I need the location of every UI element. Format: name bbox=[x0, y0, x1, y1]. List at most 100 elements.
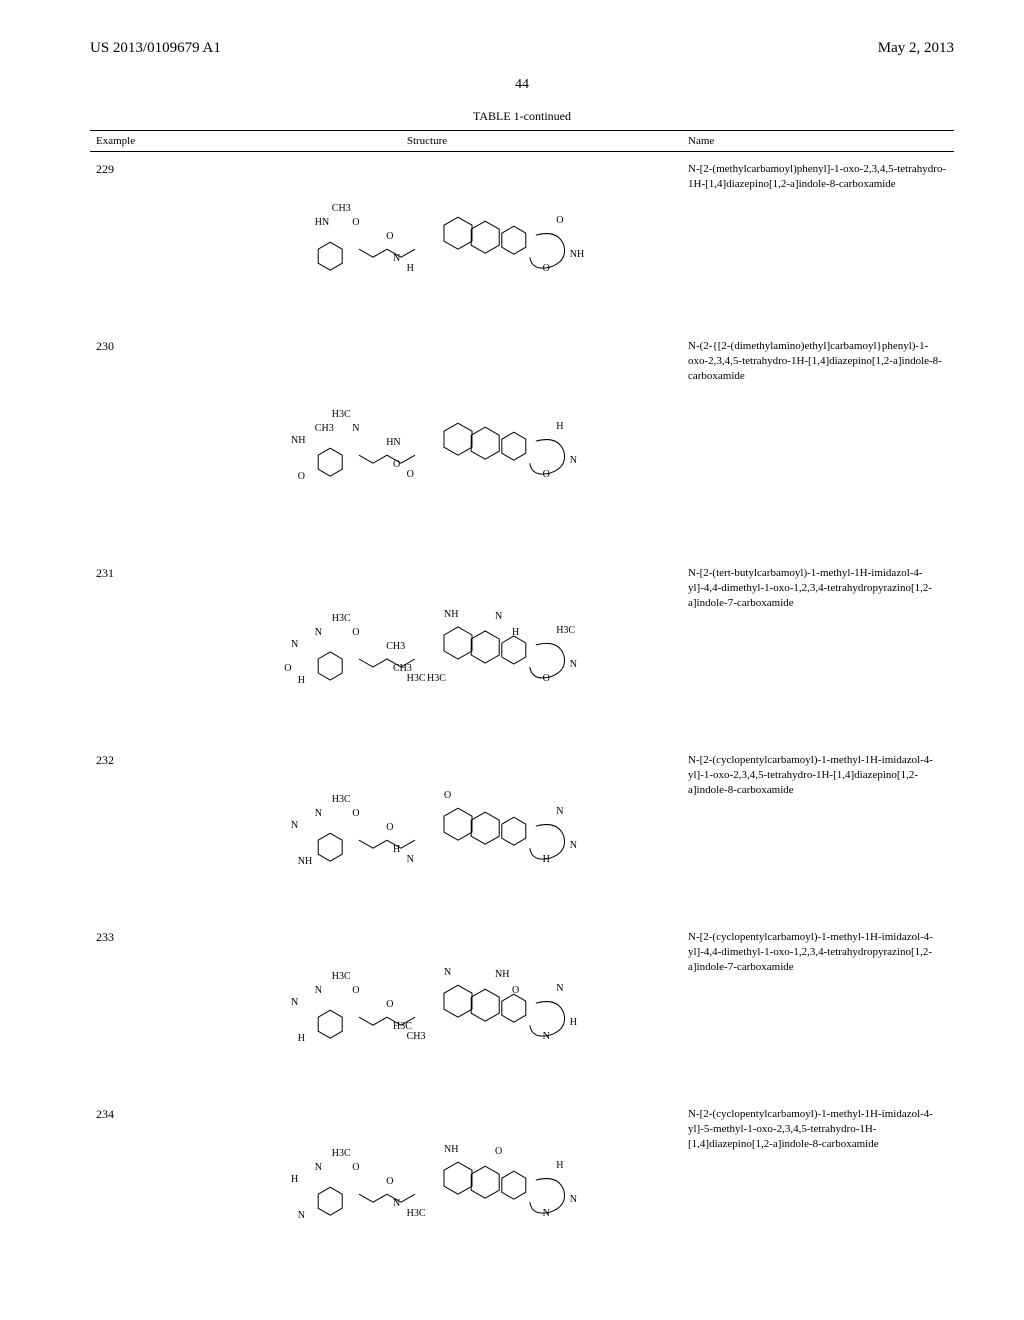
compound-name: N-[2-(cyclopentylcarbamoyl)-1-methyl-1H-… bbox=[682, 743, 954, 920]
svg-text:N: N bbox=[407, 854, 414, 865]
example-number: 232 bbox=[90, 743, 172, 920]
compound-name: N-[2-(cyclopentylcarbamoyl)-1-methyl-1H-… bbox=[682, 1097, 954, 1274]
svg-text:N: N bbox=[393, 1198, 400, 1209]
svg-text:O: O bbox=[352, 1162, 359, 1173]
compound-name: N-(2-{[2-(dimethylamino)ethyl]carbamoyl}… bbox=[682, 329, 954, 556]
compound-name: N-[2-(tert-butylcarbamoyl)-1-methyl-1H-i… bbox=[682, 556, 954, 743]
table-row: 231H3CNOCH3H3CCH3H3CNONHNHNHH3CON-[2-(te… bbox=[90, 556, 954, 743]
example-number: 229 bbox=[90, 152, 172, 330]
structure-cell: H3CNOOH3CNHNNHNNHO bbox=[172, 1097, 682, 1274]
structure-cell: H3CNOOCH3H3CNHNNHNNHO bbox=[172, 920, 682, 1097]
svg-text:NH: NH bbox=[298, 856, 312, 867]
svg-text:N: N bbox=[570, 1194, 577, 1205]
svg-text:O: O bbox=[386, 999, 393, 1010]
svg-text:O: O bbox=[298, 471, 305, 482]
svg-text:O: O bbox=[556, 215, 563, 226]
svg-text:N: N bbox=[570, 840, 577, 851]
svg-text:O: O bbox=[512, 985, 519, 996]
svg-text:N: N bbox=[570, 659, 577, 670]
svg-text:N: N bbox=[315, 627, 322, 638]
compound-name: N-[2-(cyclopentylcarbamoyl)-1-methyl-1H-… bbox=[682, 920, 954, 1097]
application-number: US 2013/0109679 A1 bbox=[90, 40, 221, 57]
svg-text:NH: NH bbox=[495, 969, 509, 980]
svg-text:N: N bbox=[352, 423, 359, 434]
svg-text:O: O bbox=[386, 1176, 393, 1187]
structure-cell: H3CNOCH3H3CCH3H3CNONHNHNHH3CO bbox=[172, 556, 682, 743]
publication-date: May 2, 2013 bbox=[878, 40, 954, 57]
svg-text:H: H bbox=[407, 263, 414, 274]
svg-text:O: O bbox=[386, 822, 393, 833]
svg-text:O: O bbox=[543, 263, 550, 274]
svg-text:N: N bbox=[315, 1162, 322, 1173]
svg-text:N: N bbox=[393, 253, 400, 264]
structure-cell: H3CNOONHNNHNNHO bbox=[172, 743, 682, 920]
table-body: 229CH3HNOOHNONHON-[2-(methylcarbamoyl)ph… bbox=[90, 152, 954, 1275]
svg-text:H: H bbox=[393, 844, 400, 855]
svg-text:N: N bbox=[315, 985, 322, 996]
svg-text:O: O bbox=[352, 217, 359, 228]
svg-text:H3C: H3C bbox=[556, 625, 575, 636]
svg-text:H3C: H3C bbox=[332, 794, 351, 805]
svg-text:N: N bbox=[570, 455, 577, 466]
svg-text:HN: HN bbox=[386, 437, 400, 448]
svg-text:CH3: CH3 bbox=[315, 423, 334, 434]
col-header-structure: Structure bbox=[172, 131, 682, 152]
svg-text:H3C: H3C bbox=[407, 673, 426, 684]
svg-text:NH: NH bbox=[291, 435, 305, 446]
svg-text:N: N bbox=[495, 611, 502, 622]
chemical-structure: H3CNOOCH3H3CNHNNHNNHO bbox=[257, 930, 597, 1070]
svg-text:H3C: H3C bbox=[332, 1148, 351, 1159]
svg-text:O: O bbox=[543, 673, 550, 684]
compound-name: N-[2-(methylcarbamoyl)phenyl]-1-oxo-2,3,… bbox=[682, 152, 954, 330]
chemical-structure: H3CCH3NHNOOHNONHO bbox=[257, 339, 597, 529]
chemical-structure: H3CNOOH3CNHNNHNNHO bbox=[257, 1107, 597, 1247]
svg-text:CH3: CH3 bbox=[332, 203, 351, 214]
example-number: 231 bbox=[90, 556, 172, 743]
svg-text:O: O bbox=[407, 469, 414, 480]
svg-text:H3C: H3C bbox=[427, 673, 446, 684]
col-header-example: Example bbox=[90, 131, 172, 152]
page-number: 44 bbox=[90, 77, 954, 93]
svg-text:O: O bbox=[284, 663, 291, 674]
svg-text:O: O bbox=[386, 231, 393, 242]
table-caption: TABLE 1-continued bbox=[90, 109, 954, 124]
table-header-row: Example Structure Name bbox=[90, 131, 954, 152]
col-header-name: Name bbox=[682, 131, 954, 152]
svg-text:N: N bbox=[291, 820, 298, 831]
svg-text:H3C: H3C bbox=[332, 613, 351, 624]
svg-text:H: H bbox=[556, 421, 563, 432]
page-header: US 2013/0109679 A1 May 2, 2013 bbox=[90, 40, 954, 57]
svg-text:O: O bbox=[352, 985, 359, 996]
svg-text:O: O bbox=[444, 790, 451, 801]
structure-cell: H3CCH3NHNOOHNONHO bbox=[172, 329, 682, 556]
example-number: 230 bbox=[90, 329, 172, 556]
svg-text:NH: NH bbox=[444, 1144, 458, 1155]
svg-text:H: H bbox=[570, 1017, 577, 1028]
svg-text:N: N bbox=[444, 967, 451, 978]
table-row: 233H3CNOOCH3H3CNHNNHNNHON-[2-(cyclopenty… bbox=[90, 920, 954, 1097]
svg-text:N: N bbox=[291, 639, 298, 650]
chemical-structure: CH3HNOOHNONHO bbox=[257, 162, 597, 302]
svg-text:CH3: CH3 bbox=[386, 641, 405, 652]
svg-text:O: O bbox=[495, 1146, 502, 1157]
svg-text:O: O bbox=[543, 469, 550, 480]
svg-text:H: H bbox=[298, 1033, 305, 1044]
structure-cell: CH3HNOOHNONHO bbox=[172, 152, 682, 330]
svg-text:N: N bbox=[315, 808, 322, 819]
example-number: 234 bbox=[90, 1097, 172, 1274]
example-number: 233 bbox=[90, 920, 172, 1097]
svg-text:H: H bbox=[556, 1160, 563, 1171]
table-row: 234H3CNOOH3CNHNNHNNHON-[2-(cyclopentylca… bbox=[90, 1097, 954, 1274]
svg-text:CH3: CH3 bbox=[393, 663, 412, 674]
svg-text:N: N bbox=[291, 997, 298, 1008]
svg-text:NH: NH bbox=[570, 249, 584, 260]
svg-text:N: N bbox=[543, 1208, 550, 1219]
svg-text:CH3: CH3 bbox=[407, 1031, 426, 1042]
table-row: 230H3CCH3NHNOOHNONHON-(2-{[2-(dimethylam… bbox=[90, 329, 954, 556]
svg-text:O: O bbox=[393, 459, 400, 470]
chemical-structure: H3CNOONHNNHNNHO bbox=[257, 753, 597, 893]
patent-page: US 2013/0109679 A1 May 2, 2013 44 TABLE … bbox=[0, 0, 1024, 1320]
svg-text:H: H bbox=[512, 627, 519, 638]
svg-text:NH: NH bbox=[444, 609, 458, 620]
compound-table: Example Structure Name 229CH3HNOOHNONHON… bbox=[90, 130, 954, 1274]
